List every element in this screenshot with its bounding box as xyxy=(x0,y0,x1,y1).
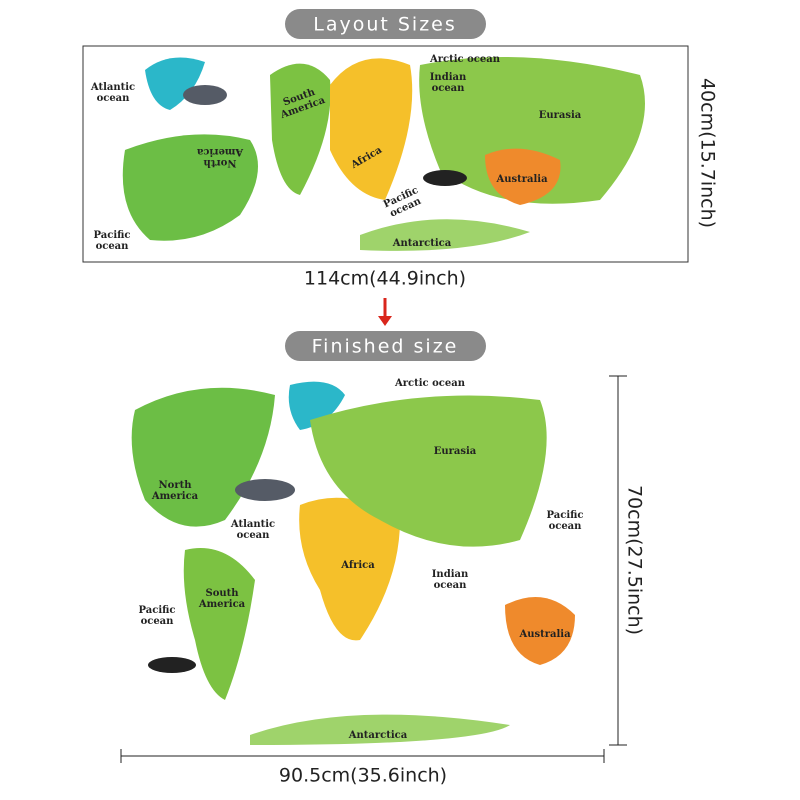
map-label-line: ocean xyxy=(434,580,468,591)
africa xyxy=(299,497,400,641)
map-label-line: Australia xyxy=(495,174,548,185)
map-label-line: Pacific xyxy=(139,605,176,616)
map-label-line: Eurasia xyxy=(434,446,477,457)
map-label-line: America xyxy=(198,599,246,610)
map-label-line: North xyxy=(159,480,193,491)
map-label-line: Arctic ocean xyxy=(429,54,501,65)
map-label-line: Atlantic xyxy=(230,519,275,530)
eurasia xyxy=(419,57,645,204)
finished-map: Arctic oceanEurasiaNorthAmericaAtlantico… xyxy=(131,378,584,745)
map-label-line: Antarctica xyxy=(348,730,408,741)
badge xyxy=(285,9,486,39)
map-label-line: Atlantic xyxy=(90,82,135,93)
south-america xyxy=(183,548,255,700)
greenland xyxy=(288,381,345,430)
map-label: Arctic ocean xyxy=(394,378,466,389)
map-label-line: ocean xyxy=(237,530,271,541)
map-label-line: North xyxy=(203,157,237,168)
map-label-line: ocean xyxy=(96,241,130,252)
map-label-line: Indian xyxy=(430,72,467,83)
australia xyxy=(505,597,575,665)
orca xyxy=(148,657,196,673)
map-label: Eurasia xyxy=(434,446,477,457)
finished-height: 70cm(27.5inch) xyxy=(624,485,646,635)
layout-height: 40cm(15.7inch) xyxy=(697,78,719,228)
south-america xyxy=(270,63,331,195)
map-label: Australia xyxy=(495,174,548,185)
orca xyxy=(423,170,467,186)
eurasia xyxy=(310,395,547,547)
arrow-head xyxy=(378,316,392,326)
badge xyxy=(285,331,486,361)
layout-width: 114cm(44.9inch) xyxy=(304,268,466,290)
width-dimension xyxy=(120,749,605,763)
map-label-line: Africa xyxy=(340,560,375,571)
badge-text: Finished size xyxy=(312,336,459,358)
map-label: Eurasia xyxy=(539,110,582,121)
africa xyxy=(330,58,413,201)
height-dimension xyxy=(609,375,627,746)
antarctica xyxy=(250,714,510,745)
map-label-line: Eurasia xyxy=(539,110,582,121)
greenland xyxy=(145,57,205,110)
antarctica xyxy=(360,219,530,251)
map-label-line: America xyxy=(196,146,244,157)
map-label-line: ocean xyxy=(97,93,131,104)
north-america xyxy=(122,134,259,241)
map-label-line: Pacific xyxy=(94,230,131,241)
map-label-line: ocean xyxy=(432,83,466,94)
map-label: Antarctica xyxy=(348,730,408,741)
map-label-line: Indian xyxy=(432,569,469,580)
whale xyxy=(183,85,227,105)
badge-text: Layout Sizes xyxy=(313,14,457,36)
finished-width: 90.5cm(35.6inch) xyxy=(279,765,447,787)
map-label: Australia xyxy=(518,629,571,640)
map-label-line: South xyxy=(205,588,239,599)
map-label-line: Australia xyxy=(518,629,571,640)
australia xyxy=(485,148,561,205)
map-label: Antarctica xyxy=(392,238,452,249)
map-label-line: ocean xyxy=(549,521,583,532)
whale xyxy=(235,479,295,501)
map-label-line: Arctic ocean xyxy=(394,378,466,389)
map-label-line: Antarctica xyxy=(392,238,452,249)
map-label-line: America xyxy=(151,491,199,502)
arrow xyxy=(378,298,392,326)
map-label: Africa xyxy=(340,560,375,571)
map-label-line: ocean xyxy=(141,616,175,627)
map-label-line: Pacific xyxy=(547,510,584,521)
map-label: Arctic ocean xyxy=(429,54,501,65)
